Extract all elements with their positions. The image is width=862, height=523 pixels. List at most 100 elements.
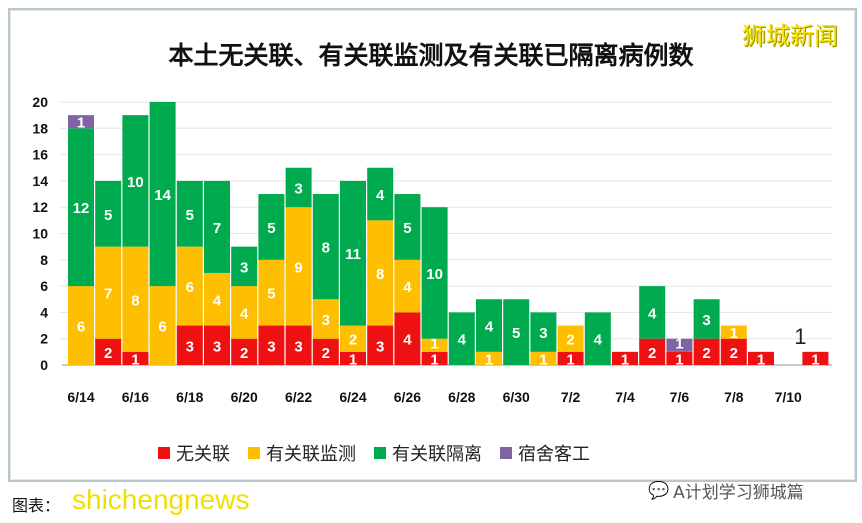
bar-segment bbox=[530, 351, 557, 365]
bar-segment bbox=[394, 259, 421, 313]
data-label: 1 bbox=[77, 115, 85, 132]
data-label: 10 bbox=[426, 266, 443, 283]
x-tick-label: 7/6 bbox=[670, 389, 690, 405]
data-label: 1 bbox=[349, 351, 357, 368]
bar-segment bbox=[666, 351, 693, 365]
bar-segment bbox=[204, 272, 230, 326]
bar-segment bbox=[285, 207, 312, 326]
data-label: 7 bbox=[213, 220, 221, 237]
data-label: 1 bbox=[430, 351, 438, 368]
total-label: 1 bbox=[794, 324, 806, 349]
legend-item: 有关联监测 bbox=[248, 440, 356, 466]
data-label: 1 bbox=[539, 351, 547, 368]
y-tick-label: 2 bbox=[40, 331, 48, 347]
data-label: 6 bbox=[158, 319, 166, 336]
data-label: 4 bbox=[240, 305, 249, 322]
data-label: 5 bbox=[104, 207, 112, 224]
data-label: 2 bbox=[566, 332, 574, 349]
data-label: 3 bbox=[240, 259, 248, 276]
bar-segment bbox=[95, 338, 122, 365]
data-label: 6 bbox=[77, 319, 85, 336]
data-label: 10 bbox=[127, 174, 144, 191]
data-label: 3 bbox=[294, 338, 302, 355]
bar-segment bbox=[693, 299, 720, 339]
data-label: 11 bbox=[345, 246, 361, 263]
bar-segment bbox=[95, 180, 122, 247]
y-tick-label: 8 bbox=[40, 252, 48, 268]
bar-segment bbox=[149, 102, 176, 287]
bar-segment bbox=[312, 299, 339, 339]
data-label: 2 bbox=[240, 345, 248, 362]
bar-segment bbox=[285, 167, 312, 208]
x-tick-label: 7/4 bbox=[615, 389, 635, 405]
data-label: 4 bbox=[458, 332, 467, 349]
data-label: 7 bbox=[104, 286, 112, 303]
y-tick-label: 12 bbox=[32, 199, 48, 215]
data-label: 1 bbox=[131, 351, 139, 368]
bar-segment bbox=[557, 325, 584, 352]
bar-segment bbox=[258, 194, 285, 260]
x-tick-label: 6/22 bbox=[285, 389, 312, 405]
bar-segment bbox=[258, 325, 285, 365]
data-label: 8 bbox=[322, 240, 330, 257]
data-label: 2 bbox=[322, 345, 330, 362]
bar-segment bbox=[176, 180, 203, 247]
bar-segment bbox=[68, 115, 94, 129]
data-label: 4 bbox=[403, 279, 412, 296]
data-label: 2 bbox=[104, 345, 112, 362]
bar-segment bbox=[639, 286, 666, 339]
data-label: 5 bbox=[267, 286, 275, 303]
bar-segment bbox=[231, 246, 258, 287]
bar-segment bbox=[312, 338, 339, 365]
bar-segment bbox=[68, 128, 94, 287]
bar-segment bbox=[421, 207, 448, 339]
y-tick-label: 4 bbox=[40, 304, 48, 320]
wechat-icon: 💬 bbox=[648, 480, 670, 501]
legend-label: 无关联 bbox=[176, 444, 230, 465]
data-label: 4 bbox=[376, 187, 385, 204]
data-label: 1 bbox=[566, 351, 574, 368]
data-label: 12 bbox=[73, 200, 90, 217]
data-label: 9 bbox=[294, 259, 302, 276]
bar-segment bbox=[122, 351, 149, 365]
x-tick-label: 7/2 bbox=[561, 389, 581, 405]
legend-label: 宿舍客工 bbox=[518, 444, 590, 465]
bar-segment bbox=[122, 246, 149, 352]
bar-segment bbox=[720, 325, 747, 339]
bar-segment bbox=[367, 325, 394, 365]
data-label: 4 bbox=[403, 332, 412, 349]
x-tick-label: 6/18 bbox=[176, 389, 203, 405]
data-label: 4 bbox=[594, 332, 603, 349]
bar-segment bbox=[176, 246, 203, 326]
bar-segment bbox=[204, 180, 230, 273]
data-label: 1 bbox=[430, 335, 438, 352]
bar-segment bbox=[204, 325, 230, 365]
data-label: 3 bbox=[376, 338, 384, 355]
data-label: 1 bbox=[621, 351, 629, 368]
bar-segment bbox=[584, 312, 611, 365]
bar-segment bbox=[421, 338, 448, 352]
bar-segment bbox=[367, 167, 394, 221]
bar-segment bbox=[340, 351, 366, 365]
x-tick-label: 6/14 bbox=[67, 389, 94, 405]
chart-frame bbox=[8, 8, 857, 482]
data-label: 8 bbox=[376, 266, 384, 283]
bar-segment bbox=[231, 338, 258, 365]
account-name: A计划学习狮城篇 bbox=[673, 483, 804, 503]
legend-label: 有关联监测 bbox=[266, 444, 356, 465]
data-label: 5 bbox=[267, 220, 275, 237]
bar-segment bbox=[748, 351, 774, 365]
y-tick-label: 6 bbox=[40, 278, 48, 294]
legend-swatch bbox=[158, 447, 170, 459]
y-tick-label: 14 bbox=[32, 173, 48, 189]
data-label: 4 bbox=[648, 305, 657, 322]
y-tick-label: 0 bbox=[40, 357, 48, 373]
bar-segment bbox=[285, 325, 312, 365]
x-tick-label: 6/28 bbox=[448, 389, 475, 405]
bar-segment bbox=[557, 351, 584, 365]
bar-segment bbox=[476, 299, 502, 352]
bar-segment bbox=[340, 325, 366, 352]
watermark-text: shichengnews bbox=[72, 484, 250, 515]
data-label: 1 bbox=[675, 335, 683, 352]
data-label: 3 bbox=[539, 325, 547, 342]
